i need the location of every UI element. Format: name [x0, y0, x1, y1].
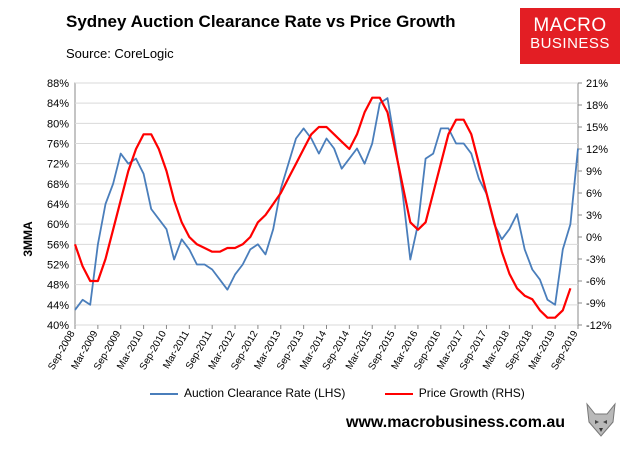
y-left-tick-label: 76% — [47, 139, 69, 151]
macrobusiness-logo: MACRO BUSINESS — [520, 8, 620, 64]
y-left-tick-label: 68% — [47, 179, 69, 191]
legend-item-lhs: Auction Clearance Rate (LHS) — [150, 386, 345, 400]
logo-line1: MACRO — [533, 15, 607, 36]
y-left-tick-label: 72% — [47, 159, 69, 171]
y-right-tick-label: 9% — [586, 166, 602, 178]
legend: Auction Clearance Rate (LHS) Price Growt… — [150, 386, 561, 400]
website-url: www.macrobusiness.com.au — [346, 414, 566, 431]
chart-title: Sydney Auction Clearance Rate vs Price G… — [66, 12, 456, 31]
y-left-tick-label: 48% — [47, 280, 69, 292]
y-left-tick-label: 64% — [47, 199, 69, 211]
legend-item-rhs: Price Growth (RHS) — [384, 386, 525, 400]
legend-label-rhs: Price Growth (RHS) — [418, 386, 525, 400]
y-right-tick-label: -9% — [586, 298, 606, 310]
y-right-tick-label: -6% — [586, 276, 606, 288]
y-right-tick-label: 3% — [586, 210, 602, 222]
y-left-tick-label: 52% — [47, 260, 69, 272]
y-left-tick-label: 80% — [47, 118, 69, 130]
y-right-tick-label: -3% — [586, 254, 606, 266]
y-left-tick-label: 40% — [47, 320, 69, 332]
y-left-tick-label: 44% — [47, 300, 69, 312]
y-right-tick-label: 15% — [586, 122, 608, 134]
y-right-tick-label: 6% — [586, 188, 602, 200]
y-left-tick-label: 60% — [47, 219, 69, 231]
y-left-tick-label: 84% — [47, 98, 69, 110]
y-left-tick-label: 88% — [47, 78, 69, 90]
y-right-tick-label: 18% — [586, 100, 608, 112]
y-left-tick-label: 56% — [47, 239, 69, 251]
logo-line2: BUSINESS — [530, 34, 610, 52]
series-line-price-growth — [73, 96, 572, 319]
y-right-tick-label: -12% — [586, 320, 612, 332]
y-right-tick-label: 21% — [586, 78, 608, 90]
legend-swatch-lhs — [150, 392, 178, 395]
y-right-tick-label: 0% — [586, 232, 602, 244]
legend-swatch-rhs — [384, 392, 413, 395]
source-label: Source: CoreLogic — [66, 46, 174, 61]
legend-label-lhs: Auction Clearance Rate (LHS) — [184, 386, 346, 400]
y-right-tick-label: 12% — [586, 144, 608, 156]
wolf-logo-icon — [583, 400, 619, 440]
